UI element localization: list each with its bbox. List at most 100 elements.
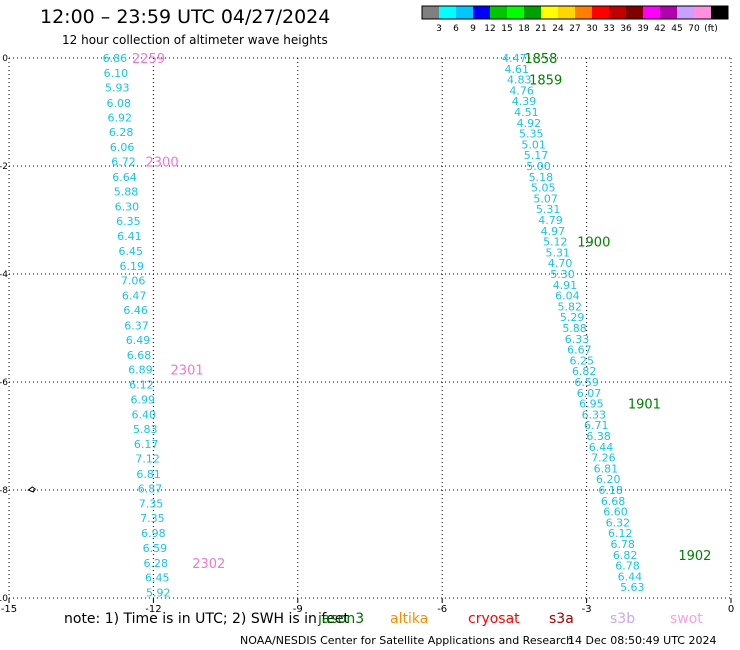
wave-height-value: 7.35 <box>140 512 165 525</box>
pass-time-label: 2301 <box>171 364 204 379</box>
y-tick-label: -2 <box>0 162 8 172</box>
wave-height-value: 5.63 <box>620 581 645 594</box>
wave-height-value: 4.39 <box>512 95 537 108</box>
wave-height-value: 6.71 <box>584 419 609 432</box>
pass-time-label: 1859 <box>529 74 562 89</box>
legend-swatch <box>626 6 643 19</box>
legend-label: 12 <box>484 24 495 34</box>
legend-label: 36 <box>620 24 632 34</box>
wave-height-value: 5.00 <box>526 160 551 173</box>
wave-height-value: 6.28 <box>109 126 134 139</box>
pass-time-label: 1902 <box>678 549 711 564</box>
x-tick-label: -6 <box>437 604 447 615</box>
legend-swatch <box>711 6 728 19</box>
wave-height-value: 6.32 <box>606 516 631 529</box>
footnote: note: 1) Time is in UTC; 2) SWH is in fe… <box>64 611 350 627</box>
wave-height-value: 6.92 <box>107 111 132 124</box>
wave-height-value: 4.92 <box>517 117 542 130</box>
legend-swatch <box>473 6 490 19</box>
wave-height-value: 4.51 <box>514 106 539 119</box>
x-tick-label: -15 <box>1 604 17 615</box>
map-subtitle: 12 hour collection of altimeter wave hei… <box>62 33 328 47</box>
wave-height-value: 6.06 <box>110 141 135 154</box>
wave-height-value: 5.12 <box>543 236 568 249</box>
wave-height-value: 6.49 <box>126 334 151 347</box>
wave-height-value: 6.44 <box>589 441 614 454</box>
legend-label: 24 <box>552 24 564 34</box>
wave-height-value: 6.59 <box>574 376 599 389</box>
wave-height-value: 4.70 <box>548 257 573 270</box>
wave-height-value: 6.81 <box>594 462 619 475</box>
legend-swatch <box>541 6 558 19</box>
legend-swatch <box>660 6 677 19</box>
legend-swatch <box>524 6 541 19</box>
wave-height-value: 6.18 <box>598 484 623 497</box>
wave-height-value: 6.08 <box>106 97 131 110</box>
pass-time-label: 2259 <box>132 52 165 67</box>
legend-label: (ft) <box>704 24 718 34</box>
wave-height-value: 6.86 <box>103 52 128 65</box>
wave-height-value: 5.29 <box>560 311 585 324</box>
wave-height-value: 4.97 <box>541 225 566 238</box>
y-tick-label: -8 <box>0 486 8 496</box>
wave-height-value: 6.81 <box>136 468 161 481</box>
wave-height-value: 5.07 <box>533 192 558 205</box>
wave-height-value: 7.12 <box>135 453 160 466</box>
wave-height-value: 6.17 <box>134 438 159 451</box>
legend-label: 39 <box>637 24 649 34</box>
wave-height-value: 6.10 <box>104 67 129 80</box>
wave-height-value: 6.30 <box>115 201 140 214</box>
legend-swatch <box>592 6 609 19</box>
wave-height-value: 6.40 <box>132 408 157 421</box>
legend-label: 15 <box>501 24 512 34</box>
color-scale-legend: 3 6 9 12 15 18 21 24 27 30 33 36 39 42 45 70 (ft) <box>421 5 729 34</box>
y-tick-label: -6 <box>0 378 8 388</box>
wave-height-value: 6.46 <box>123 304 148 317</box>
legend-swatch <box>643 6 660 19</box>
wave-height-value: 7.35 <box>139 498 164 511</box>
mission-s3a: s3a <box>549 611 574 627</box>
wave-height-value: 5.30 <box>550 268 575 281</box>
wave-height-value: 5.88 <box>114 185 139 198</box>
wave-height-value: 6.12 <box>129 379 154 392</box>
legend-label: 3 <box>436 24 442 34</box>
wave-height-value: 5.05 <box>531 182 556 195</box>
map-title: 12:00 – 23:59 UTC 04/27/2024 <box>40 6 331 28</box>
wave-height-value: 5.92 <box>146 587 171 600</box>
wave-height-value: 5.18 <box>529 171 554 184</box>
y-tick-label: -4 <box>0 270 8 280</box>
legend-swatch <box>422 6 439 19</box>
wave-height-value: 4.47 <box>502 52 527 65</box>
wave-height-value: 4.83 <box>507 74 532 87</box>
pass-time-label: 1858 <box>524 52 557 67</box>
wave-height-value: 6.82 <box>572 365 597 378</box>
wave-height-value: 5.93 <box>105 82 130 95</box>
legend-label: 70 <box>688 24 700 34</box>
wave-height-value: 6.04 <box>555 290 580 303</box>
wave-height-value: 4.61 <box>505 63 530 76</box>
wave-height-value: 6.07 <box>577 387 602 400</box>
wave-height-value: 5.01 <box>521 138 546 151</box>
legend-swatch <box>507 6 524 19</box>
pass-time-label: 1900 <box>577 236 610 251</box>
wave-height-value: 6.78 <box>610 538 635 551</box>
wave-height-value: 6.87 <box>138 482 163 495</box>
legend-swatch <box>456 6 473 19</box>
legend-swatch <box>558 6 575 19</box>
legend-label: 6 <box>453 24 459 34</box>
pass-time-label: 1901 <box>628 398 661 413</box>
wave-height-value: 6.95 <box>579 398 604 411</box>
x-tick-label: -3 <box>582 604 592 615</box>
wave-height-value: 6.68 <box>601 495 626 508</box>
legend-label: 33 <box>603 24 614 34</box>
wave-height-value: 6.25 <box>570 354 595 367</box>
wave-height-value: 6.64 <box>112 171 137 184</box>
wave-height-value: 6.45 <box>119 245 144 258</box>
legend-swatch <box>439 6 456 19</box>
wave-height-value: 5.83 <box>133 423 158 436</box>
wave-height-value: 6.67 <box>567 344 592 357</box>
credit-text: NOAA/NESDIS Center for Satellite Applica… <box>240 634 574 647</box>
wave-height-value: 4.91 <box>553 279 578 292</box>
